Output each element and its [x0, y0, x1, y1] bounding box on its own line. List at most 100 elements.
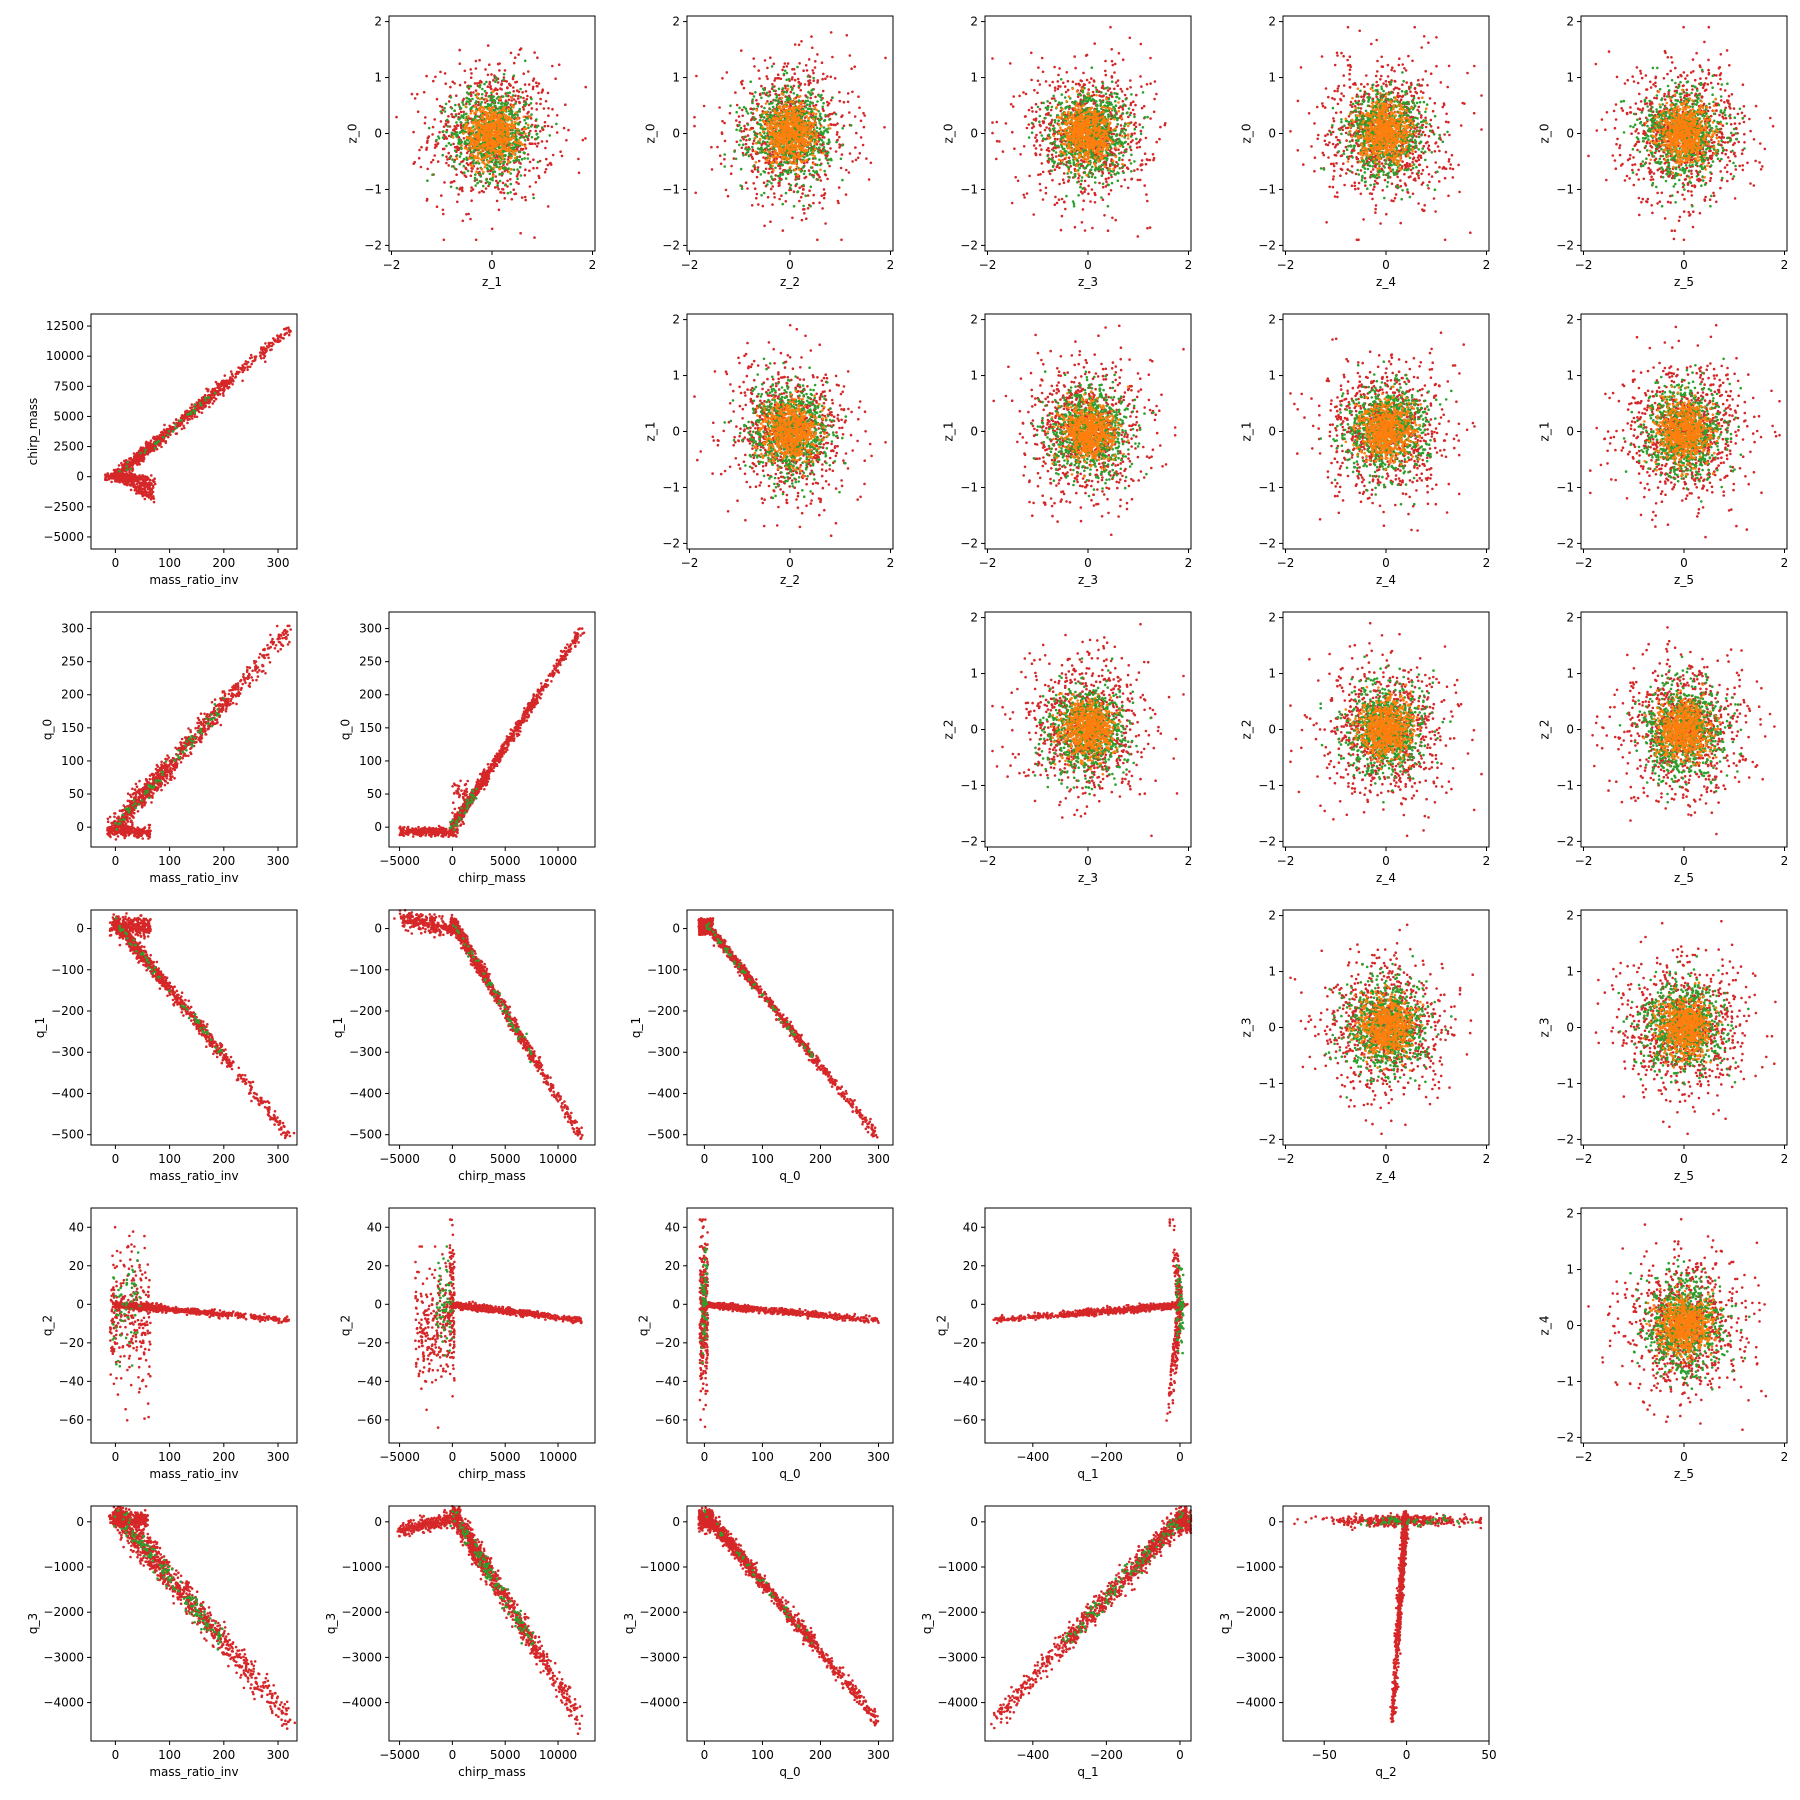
data-point	[556, 131, 559, 134]
data-point	[472, 91, 475, 94]
data-point	[492, 90, 495, 93]
data-point	[475, 170, 478, 173]
data-point	[527, 70, 530, 73]
data-point	[526, 95, 529, 98]
data-point	[417, 110, 420, 113]
data-point	[481, 138, 484, 141]
data-point	[466, 162, 469, 165]
data-point	[496, 92, 499, 95]
data-point	[547, 205, 550, 208]
data-point	[513, 168, 516, 171]
data-point	[479, 84, 482, 87]
data-point	[456, 187, 459, 190]
data-point	[522, 97, 525, 100]
data-point	[536, 85, 539, 88]
data-point	[469, 117, 472, 120]
data-point	[480, 101, 483, 104]
data-point	[532, 158, 535, 161]
data-point	[497, 81, 500, 84]
data-point	[459, 121, 462, 124]
data-point	[460, 153, 463, 156]
data-point	[487, 85, 490, 88]
data-point	[520, 47, 523, 50]
data-point	[448, 100, 451, 103]
data-point	[463, 137, 466, 140]
data-point	[470, 190, 473, 193]
data-point	[532, 193, 535, 196]
data-point	[524, 196, 527, 199]
data-point	[525, 103, 528, 106]
data-point	[510, 99, 513, 102]
data-point	[452, 143, 455, 146]
data-point	[445, 131, 448, 134]
data-point	[444, 110, 447, 113]
data-point	[470, 112, 473, 115]
data-point	[516, 175, 519, 178]
data-point	[464, 127, 467, 130]
data-point	[487, 95, 490, 98]
data-point	[426, 179, 429, 182]
data-point	[470, 76, 473, 79]
data-point	[529, 142, 532, 145]
data-point	[517, 95, 520, 98]
data-point	[544, 147, 547, 150]
data-point	[536, 133, 539, 136]
data-point	[476, 167, 479, 170]
data-point	[497, 124, 500, 127]
data-point	[504, 184, 507, 187]
data-point	[455, 121, 458, 124]
data-point	[565, 139, 568, 142]
data-point	[508, 99, 511, 102]
data-point	[426, 199, 429, 202]
data-point	[507, 167, 510, 170]
data-point	[479, 98, 482, 101]
data-point	[533, 51, 536, 54]
data-point	[514, 94, 517, 97]
data-point	[489, 99, 492, 102]
data-point	[546, 140, 549, 143]
data-point	[522, 72, 525, 75]
data-point	[513, 98, 516, 101]
data-point	[434, 144, 437, 147]
data-point	[502, 162, 505, 165]
data-point	[504, 197, 507, 200]
data-point	[476, 82, 479, 85]
data-point	[526, 98, 529, 101]
data-point	[477, 160, 480, 163]
data-point	[442, 213, 445, 216]
data-point	[497, 102, 500, 105]
data-point	[477, 154, 480, 157]
data-point	[510, 52, 513, 55]
data-point	[499, 87, 502, 90]
data-point	[515, 150, 518, 153]
data-point	[514, 141, 517, 144]
data-point	[474, 162, 477, 165]
data-point	[470, 199, 473, 202]
data-point	[446, 158, 449, 161]
data-point	[443, 239, 446, 242]
data-point	[481, 88, 484, 91]
data-point	[502, 125, 505, 128]
data-point	[498, 209, 501, 212]
data-point	[412, 131, 415, 134]
data-point	[451, 158, 454, 161]
data-point	[489, 85, 492, 88]
data-point	[468, 144, 471, 147]
data-point	[524, 139, 527, 142]
data-point	[512, 160, 515, 163]
data-point	[547, 164, 550, 167]
data-point	[454, 167, 457, 170]
data-point	[513, 62, 516, 65]
data-point	[437, 160, 440, 163]
data-point	[535, 102, 538, 105]
data-point	[492, 171, 495, 174]
data-point	[518, 161, 521, 164]
data-point	[467, 130, 470, 133]
data-point	[469, 218, 472, 221]
data-point	[460, 111, 463, 114]
data-point	[466, 100, 469, 103]
data-point	[426, 147, 429, 150]
data-point	[532, 86, 535, 89]
data-point	[536, 167, 539, 170]
